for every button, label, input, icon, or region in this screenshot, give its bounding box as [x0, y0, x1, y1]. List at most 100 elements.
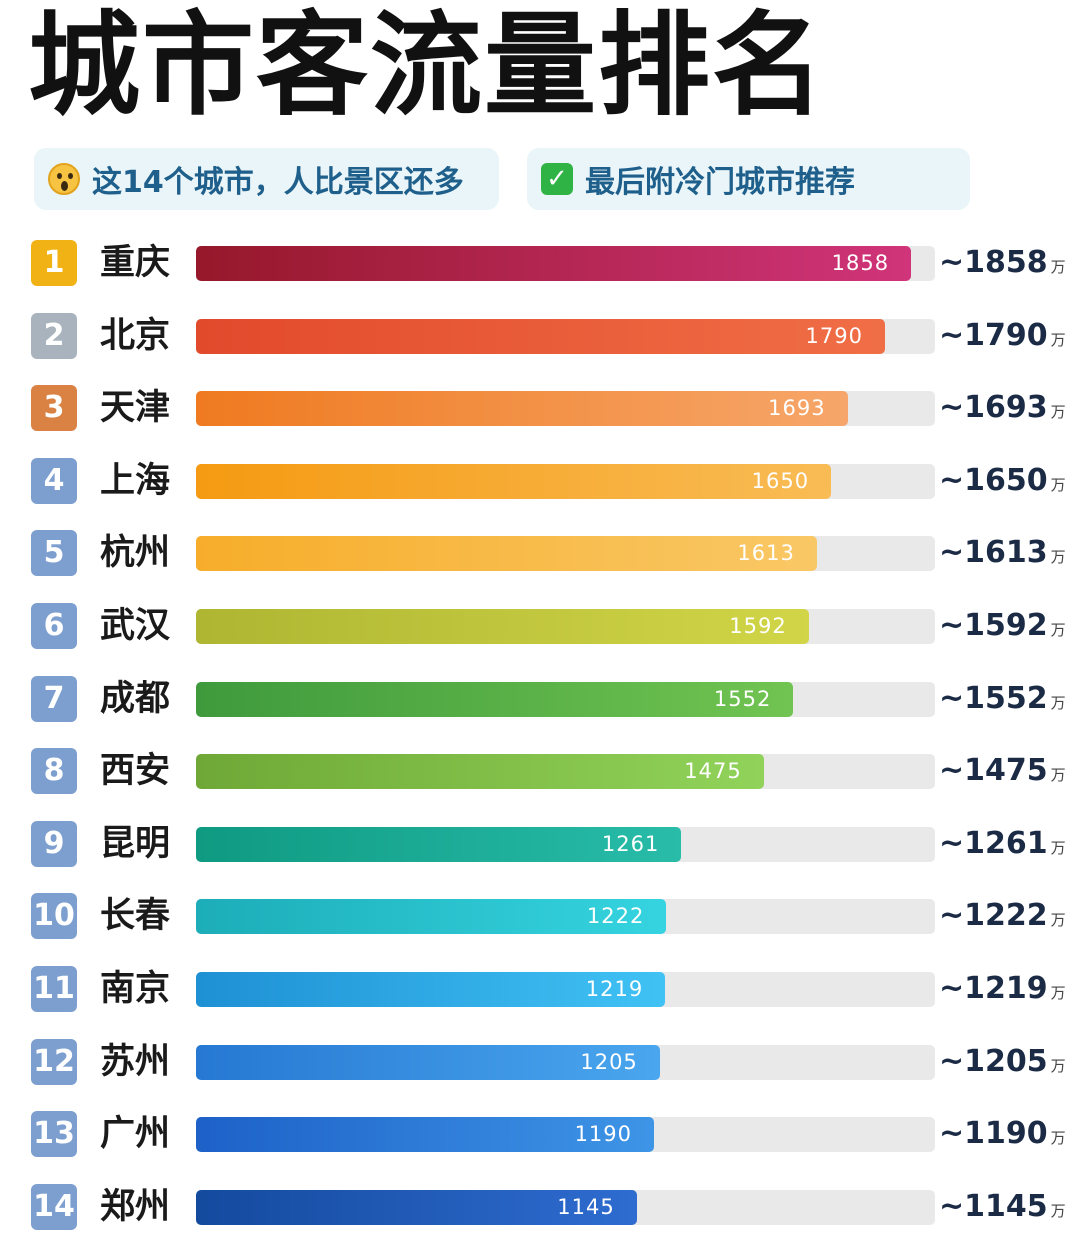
value-prefix: ~ [939, 680, 965, 716]
bar-data-label: 1552 [713, 686, 772, 711]
rank-badge: 9 [31, 820, 77, 867]
bar-row: 1 重庆 1858 ~1858 万 [0, 236, 1080, 296]
page-title: 城市客流量排名 [28, 1, 826, 131]
bar-data-label: 1261 [601, 831, 660, 856]
rank-badge: 8 [31, 748, 77, 795]
bar-row: 9 昆明 1261 ~1261 万 [0, 817, 1080, 877]
tag-left-text: 这14个城市，人比景区还多 [92, 165, 464, 200]
value-prefix: ~ [939, 1116, 965, 1152]
value-unit: 万 [1050, 403, 1066, 422]
bar [196, 681, 794, 717]
value-number: 1650 [964, 462, 1048, 498]
value-prefix: ~ [939, 898, 965, 934]
value-number: 1790 [964, 317, 1048, 353]
value-label: ~1475 万 [939, 744, 1066, 798]
value-unit: 万 [1050, 984, 1066, 1002]
value-label: ~1552 万 [939, 672, 1066, 726]
value-label: ~1613 万 [939, 526, 1066, 580]
value-unit: 万 [1050, 693, 1066, 712]
value-prefix: ~ [939, 462, 965, 498]
value-number: 1592 [964, 608, 1048, 643]
bar [196, 246, 912, 281]
rank-badge: 3 [31, 385, 77, 432]
bar [196, 1044, 660, 1080]
bar-row: 3 天津 1693 ~1693 万 [0, 381, 1080, 441]
category-label: 苏州 [100, 1041, 171, 1082]
bar-row: 12 苏州 1205 ~1205 万 [0, 1035, 1080, 1095]
value-unit: 万 [1050, 1129, 1066, 1148]
value-number: 1858 [964, 245, 1048, 280]
rank-badge: 13 [31, 1111, 77, 1158]
value-number: 1205 [964, 1043, 1048, 1079]
bar-row: 8 西安 1475 ~1475 万 [0, 744, 1080, 804]
bar-data-label: 1190 [574, 1122, 633, 1147]
value-unit: 万 [1050, 766, 1066, 785]
category-label: 上海 [100, 460, 171, 501]
rank-badge: 10 [31, 893, 77, 940]
bar [196, 1117, 655, 1153]
value-prefix: ~ [939, 971, 965, 1006]
value-label: ~1261 万 [939, 817, 1066, 871]
bar [196, 899, 667, 935]
category-label: 昆明 [100, 823, 171, 864]
value-prefix: ~ [939, 317, 965, 353]
bar-row: 6 武汉 1592 ~1592 万 [0, 599, 1080, 659]
rank-badge: 6 [31, 603, 77, 649]
value-number: 1145 [964, 1188, 1048, 1224]
rank-badge: 4 [31, 457, 77, 504]
bar [196, 754, 764, 790]
bar-row: 13 广州 1190 ~1190 万 [0, 1107, 1080, 1167]
bar [196, 391, 848, 427]
value-label: ~1145 万 [939, 1180, 1066, 1234]
value-unit: 万 [1050, 258, 1066, 276]
value-label: ~1790 万 [939, 309, 1066, 363]
scream-emoji-icon [48, 163, 80, 195]
value-number: 1693 [964, 390, 1048, 426]
rank-badge: 5 [31, 530, 77, 577]
bar-row: 7 成都 1552 ~1552 万 [0, 672, 1080, 732]
value-number: 1219 [964, 971, 1048, 1006]
bar-data-label: 1858 [831, 251, 890, 275]
bar-data-label: 1475 [684, 759, 742, 784]
category-label: 武汉 [100, 606, 171, 646]
bar-data-label: 1650 [751, 468, 810, 493]
tag-right: ✓ 最后附冷门城市推荐 [527, 148, 970, 210]
bar-data-label: 1219 [585, 977, 644, 1001]
rank-badge: 11 [31, 966, 77, 1012]
bar [196, 1189, 637, 1225]
bar-data-label: 1693 [768, 396, 826, 421]
value-number: 1552 [964, 680, 1048, 716]
value-label: ~1592 万 [939, 599, 1066, 653]
bar-data-label: 1613 [737, 541, 795, 566]
category-label: 重庆 [100, 243, 171, 283]
category-label: 成都 [100, 678, 171, 719]
rank-badge: 7 [31, 675, 77, 722]
value-prefix: ~ [939, 825, 965, 861]
bar-row: 2 北京 1790 ~1790 万 [0, 309, 1080, 369]
value-prefix: ~ [939, 245, 965, 280]
category-label: 广州 [100, 1114, 171, 1155]
rank-badge: 2 [31, 312, 77, 359]
bar-data-label: 1145 [557, 1194, 615, 1219]
value-prefix: ~ [939, 390, 965, 426]
value-unit: 万 [1050, 548, 1066, 567]
value-prefix: ~ [939, 535, 965, 571]
value-number: 1190 [964, 1116, 1048, 1152]
bar-row: 10 长春 1222 ~1222 万 [0, 889, 1080, 949]
value-label: ~1205 万 [939, 1035, 1066, 1089]
bar [196, 536, 817, 572]
bar-row: 5 杭州 1613 ~1613 万 [0, 526, 1080, 586]
value-number: 1222 [964, 898, 1048, 934]
bar-row: 14 郑州 1145 ~1145 万 [0, 1180, 1080, 1240]
value-label: ~1693 万 [939, 381, 1066, 435]
value-prefix: ~ [939, 1043, 965, 1079]
value-unit: 万 [1050, 1056, 1066, 1075]
value-unit: 万 [1050, 475, 1066, 494]
rank-badge: 12 [31, 1038, 77, 1085]
bar [196, 318, 885, 354]
value-label: ~1650 万 [939, 454, 1066, 508]
value-number: 1261 [964, 825, 1048, 861]
bar [196, 826, 682, 862]
category-label: 西安 [100, 751, 171, 792]
